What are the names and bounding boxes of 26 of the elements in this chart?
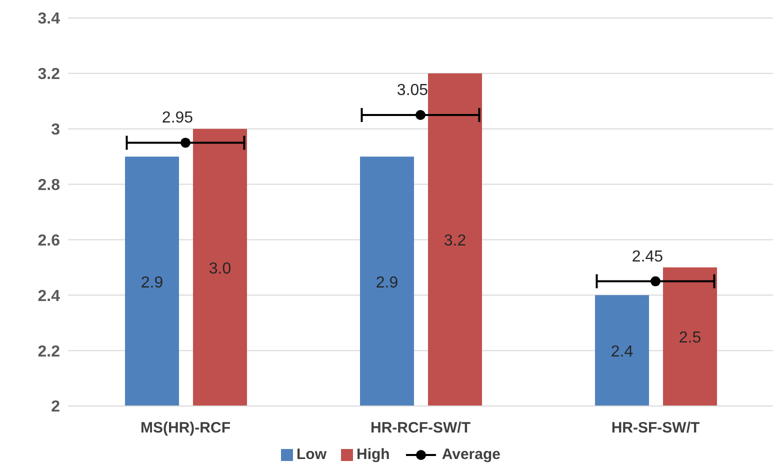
legend-label: High: [356, 446, 390, 463]
y-tick-label: 2.8: [38, 176, 60, 194]
y-tick-label: 2.2: [38, 343, 60, 360]
y-tick-label: 3: [51, 122, 60, 139]
y-tick-label: 2: [51, 398, 60, 416]
data-label: 2.5: [678, 330, 702, 347]
point: [180, 138, 190, 148]
legend-label: Average: [440, 446, 500, 463]
data-label: 2.95: [162, 110, 194, 127]
data-label: 2.45: [632, 248, 664, 266]
y-tick-label: 3.4: [38, 10, 60, 28]
point: [416, 110, 426, 120]
x-tick-label: HR-SF-SW/T: [611, 420, 700, 437]
data-label: 2.9: [140, 274, 164, 292]
data-label: 3.05: [396, 82, 428, 99]
point: [650, 276, 660, 286]
data-label: 2.9: [376, 274, 398, 292]
legend-label: Low: [296, 446, 326, 463]
x-tick-label: HR-RCF-SW/T: [370, 420, 470, 437]
y-tick-label: 2.4: [38, 288, 60, 305]
y-tick-label: 3.2: [38, 66, 60, 84]
x-tick-label: MS(HR)-RCF: [140, 420, 230, 437]
y-tick-label: 2.6: [38, 232, 60, 250]
data-label: 2.4: [610, 344, 634, 361]
data-label: 3.2: [444, 232, 466, 250]
data-label: 3.0: [208, 260, 232, 278]
